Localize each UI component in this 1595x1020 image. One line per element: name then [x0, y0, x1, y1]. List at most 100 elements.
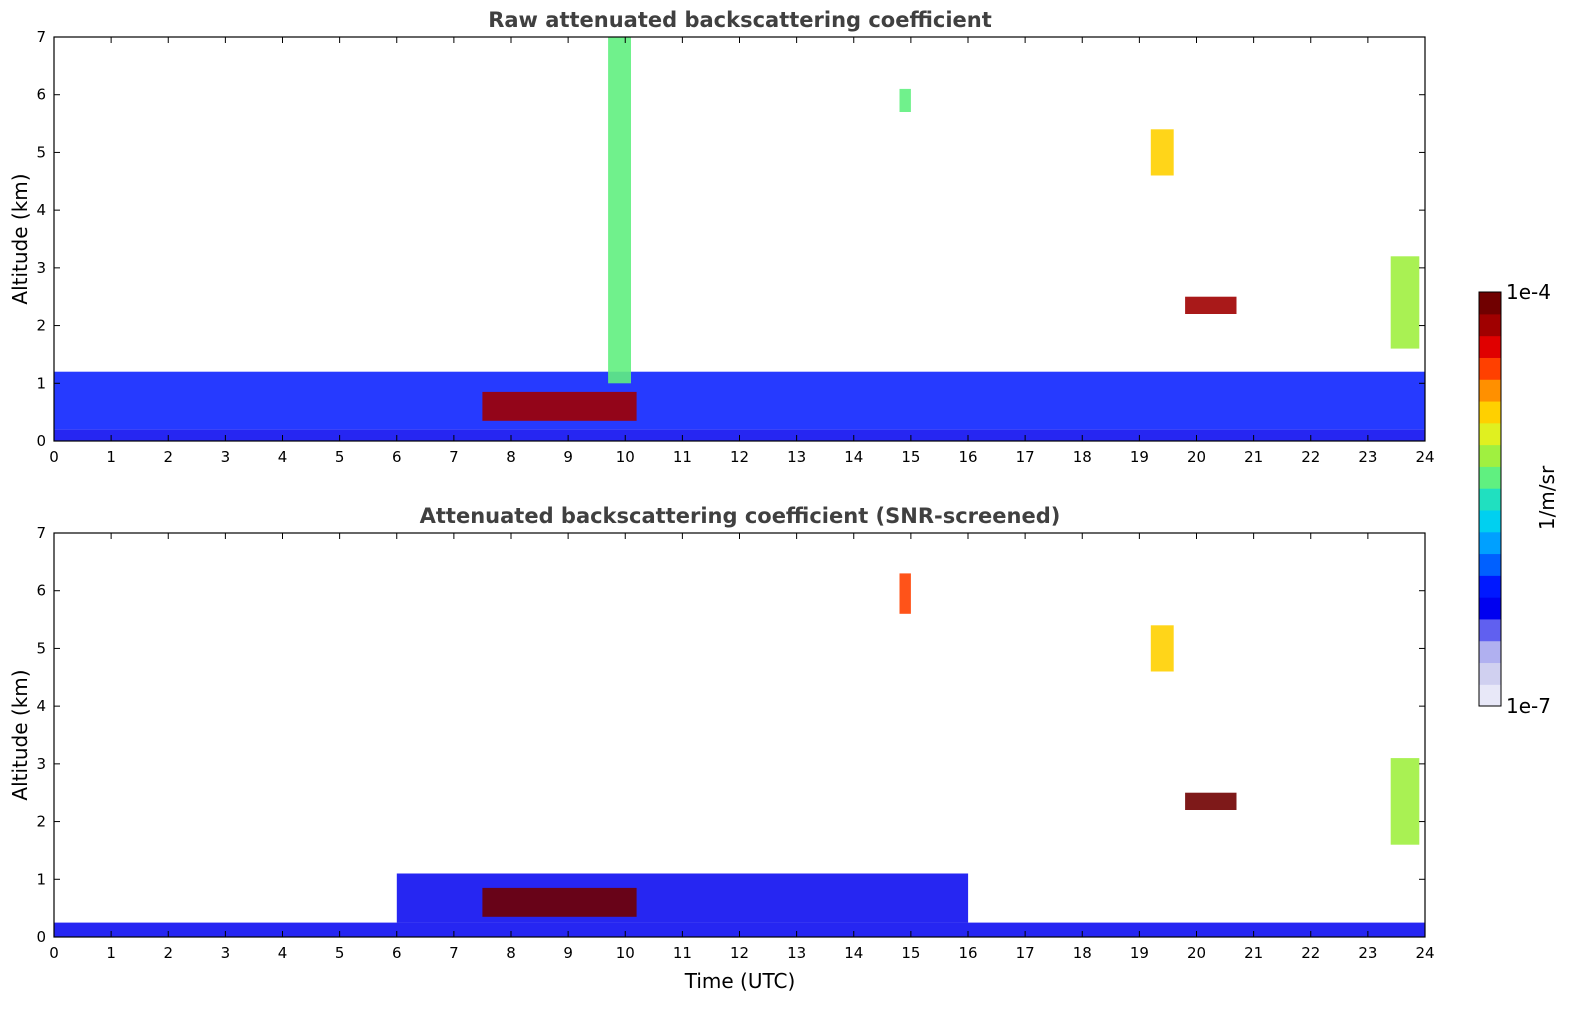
- top-feature-layer-at-6-km: [899, 88, 911, 112]
- bottom-x-tick-label: 12: [730, 944, 749, 962]
- bottom-y-axis-label: Altitude (km): [8, 669, 32, 800]
- top-y-tick-label: 5: [36, 143, 46, 161]
- top-feature-elevated-layer-19-8-20-7-utc: [1185, 296, 1237, 314]
- bottom-y-tick-label: 1: [36, 870, 46, 888]
- top-x-tick-label: 18: [1073, 448, 1092, 466]
- bottom-x-tick-label: 20: [1187, 944, 1206, 962]
- top-x-tick-label: 24: [1415, 448, 1434, 466]
- bottom-x-tick-label: 7: [449, 944, 459, 962]
- top-y-tick-label: 3: [36, 259, 46, 277]
- colorbar-segment: [1479, 597, 1501, 620]
- top-chart-title: Raw attenuated backscattering coefficien…: [488, 8, 992, 32]
- top-x-tick-label: 0: [49, 448, 59, 466]
- bottom-x-tick-label: 10: [616, 944, 635, 962]
- top-x-tick-label: 5: [335, 448, 345, 466]
- top-feature-cloud-near-2-5-km: [1390, 256, 1420, 349]
- bottom-x-tick-label: 21: [1244, 944, 1263, 962]
- top-panel: Raw attenuated backscattering coefficien…: [8, 8, 1435, 466]
- colorbar: 1e-4 1e-7 1/m/sr: [1478, 280, 1559, 718]
- bottom-feature-cloud-near-2-5-km: [1390, 758, 1420, 845]
- colorbar-segment: [1479, 618, 1501, 642]
- colorbar-segment: [1479, 553, 1501, 576]
- bottom-feature-elevated-layer-19-8-20-7-utc: [1185, 792, 1237, 810]
- bottom-x-tick-label: 16: [958, 944, 977, 962]
- colorbar-frame: [1478, 291, 1502, 707]
- top-y-tick-label: 0: [36, 432, 46, 450]
- bottom-x-tick-label: 9: [563, 944, 573, 962]
- bottom-x-tick-label: 22: [1301, 944, 1320, 962]
- bottom-panel: Attenuated backscattering coefficient (S…: [8, 504, 1435, 993]
- top-feature-cloud-at-5-km: [1150, 129, 1174, 176]
- top-y-tick-label: 1: [36, 374, 46, 392]
- colorbar-segment: [1479, 357, 1501, 380]
- top-x-tick-label: 19: [1130, 448, 1149, 466]
- colorbar-segment: [1479, 335, 1501, 358]
- bottom-x-axis: 0 1 2 3 4 5 6 7 8 9 10 11 12 13 14 15 16 17 18 19 20 21 22 23 24: [49, 533, 1435, 962]
- colorbar-segment: [1479, 575, 1501, 598]
- top-x-tick-label: 23: [1358, 448, 1377, 466]
- top-feature-boundary-layer-noise: [54, 371, 1425, 430]
- top-x-tick-label: 17: [1016, 448, 1035, 466]
- top-x-tick-label: 10: [616, 448, 635, 466]
- top-x-tick-label: 3: [221, 448, 231, 466]
- bottom-x-tick-label: 5: [335, 944, 345, 962]
- colorbar-min-label: 1e-7: [1506, 694, 1551, 718]
- colorbar-segment: [1479, 684, 1501, 707]
- bottom-y-tick-label: 5: [36, 639, 46, 657]
- top-y-tick-label: 4: [36, 201, 46, 219]
- top-x-tick-label: 8: [506, 448, 516, 466]
- top-x-tick-label: 14: [844, 448, 863, 466]
- colorbar-segment: [1479, 422, 1501, 446]
- top-y-axis-label: Altitude (km): [8, 173, 32, 304]
- top-y-tick-label: 6: [36, 86, 46, 104]
- bottom-x-tick-label: 19: [1130, 944, 1149, 962]
- bottom-y-axis: 0 1 2 3 4 5 6 7: [36, 524, 1425, 946]
- bottom-x-tick-label: 0: [49, 944, 59, 962]
- bottom-x-tick-label: 14: [844, 944, 863, 962]
- bottom-x-tick-label: 8: [506, 944, 516, 962]
- top-x-axis: 0 1 2 3 4 5 6 7 8 9 10 11 12 13 14 15 16 17 18 19 20 21 22 23 24: [49, 37, 1435, 466]
- bottom-x-tick-label: 3: [221, 944, 231, 962]
- top-x-tick-label: 6: [392, 448, 402, 466]
- bottom-chart-title: Attenuated backscattering coefficient (S…: [420, 504, 1061, 528]
- bottom-feature-cloud-at-5-km: [1150, 625, 1174, 672]
- top-x-tick-label: 12: [730, 448, 749, 466]
- bottom-x-tick-label: 15: [901, 944, 920, 962]
- top-x-tick-label: 20: [1187, 448, 1206, 466]
- bottom-x-tick-label: 2: [163, 944, 173, 962]
- bottom-x-tick-label: 24: [1415, 944, 1434, 962]
- colorbar-max-label: 1e-4: [1506, 280, 1551, 304]
- bottom-feature-rising-aerosol-layer: [482, 887, 637, 917]
- colorbar-segment: [1479, 379, 1501, 402]
- bottom-feature-layer-at-6-km: [899, 573, 911, 614]
- top-x-tick-label: 16: [958, 448, 977, 466]
- bottom-x-tick-label: 4: [278, 944, 288, 962]
- bottom-x-tick-label: 11: [673, 944, 692, 962]
- top-y-axis: 0 1 2 3 4 5 6 7: [36, 28, 1425, 450]
- top-x-tick-label: 4: [278, 448, 288, 466]
- top-x-tick-label: 9: [563, 448, 573, 466]
- top-x-tick-label: 7: [449, 448, 459, 466]
- bottom-y-tick-label: 6: [36, 582, 46, 600]
- top-y-tick-label: 2: [36, 317, 46, 335]
- top-x-tick-label: 2: [163, 448, 173, 466]
- top-feature-vertical-column: [608, 37, 631, 384]
- colorbar-segment: [1479, 313, 1501, 337]
- bottom-y-tick-label: 3: [36, 755, 46, 773]
- bottom-x-tick-label: 6: [392, 944, 402, 962]
- colorbar-gradient: [1479, 292, 1501, 707]
- top-x-tick-label: 13: [787, 448, 806, 466]
- top-x-tick-label: 1: [106, 448, 116, 466]
- x-axis-label: Time (UTC): [684, 969, 796, 993]
- bottom-x-tick-label: 23: [1358, 944, 1377, 962]
- colorbar-segment: [1479, 444, 1501, 467]
- colorbar-segment: [1479, 662, 1501, 685]
- bottom-y-tick-label: 0: [36, 928, 46, 946]
- bottom-y-tick-label: 7: [36, 524, 46, 542]
- top-x-tick-label: 11: [673, 448, 692, 466]
- colorbar-segment: [1479, 488, 1501, 511]
- bottom-x-tick-label: 1: [106, 944, 116, 962]
- bottom-y-tick-label: 2: [36, 813, 46, 831]
- bottom-x-tick-label: 18: [1073, 944, 1092, 962]
